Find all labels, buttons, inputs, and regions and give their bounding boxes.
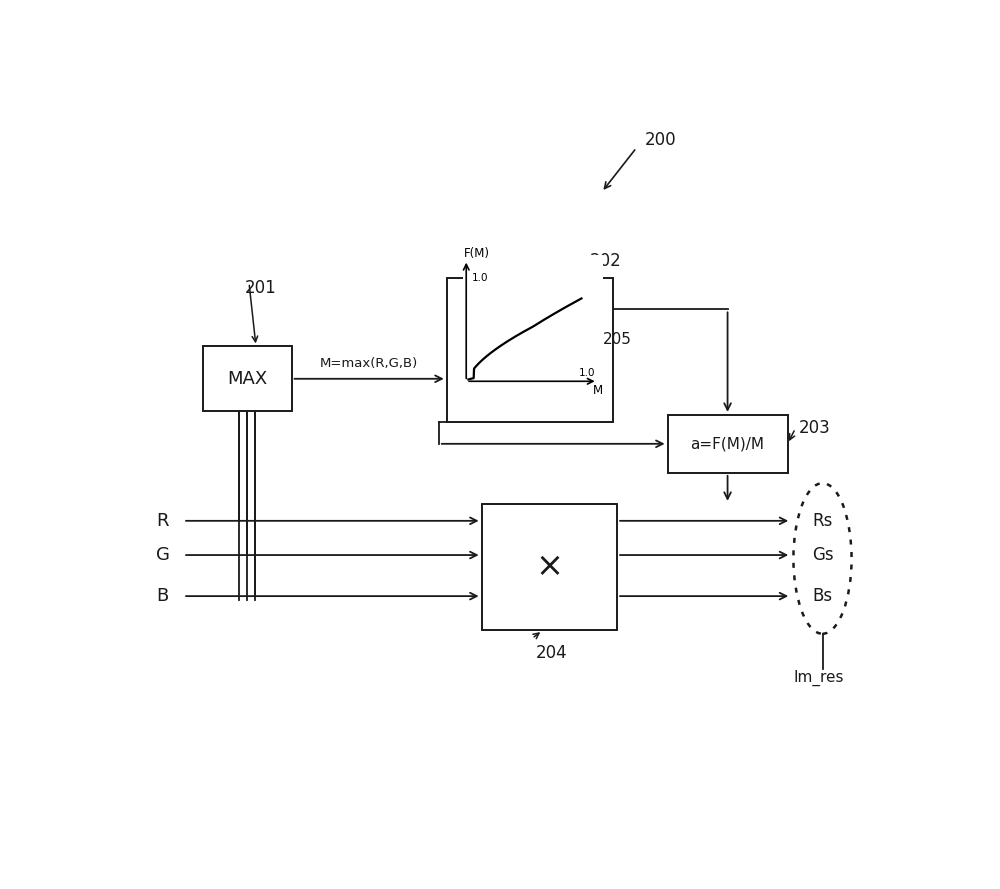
Text: 205: 205 (603, 332, 632, 347)
Text: 1.0: 1.0 (472, 273, 488, 283)
Text: 1.0: 1.0 (579, 368, 595, 378)
Text: M: M (593, 384, 603, 397)
FancyBboxPatch shape (202, 346, 292, 412)
Text: Im_res: Im_res (793, 670, 844, 686)
Text: Rs: Rs (812, 512, 833, 530)
Text: 200: 200 (644, 131, 676, 148)
Text: 203: 203 (799, 420, 831, 437)
Text: ×: × (535, 550, 563, 583)
Text: a=F(M)/M: a=F(M)/M (691, 436, 765, 452)
Text: R: R (156, 512, 168, 530)
Text: 201: 201 (245, 279, 277, 297)
Text: F(M): F(M) (464, 247, 490, 260)
Text: 204: 204 (536, 644, 567, 662)
Text: M=max(R,G,B): M=max(R,G,B) (320, 356, 418, 370)
FancyBboxPatch shape (447, 277, 613, 421)
Text: MAX: MAX (227, 370, 267, 388)
Text: G: G (156, 546, 170, 564)
Text: B: B (156, 587, 168, 605)
FancyBboxPatch shape (668, 414, 788, 473)
Text: 202: 202 (590, 252, 622, 269)
Text: Bs: Bs (812, 587, 833, 605)
FancyBboxPatch shape (482, 504, 617, 630)
Text: Gs: Gs (812, 546, 833, 564)
